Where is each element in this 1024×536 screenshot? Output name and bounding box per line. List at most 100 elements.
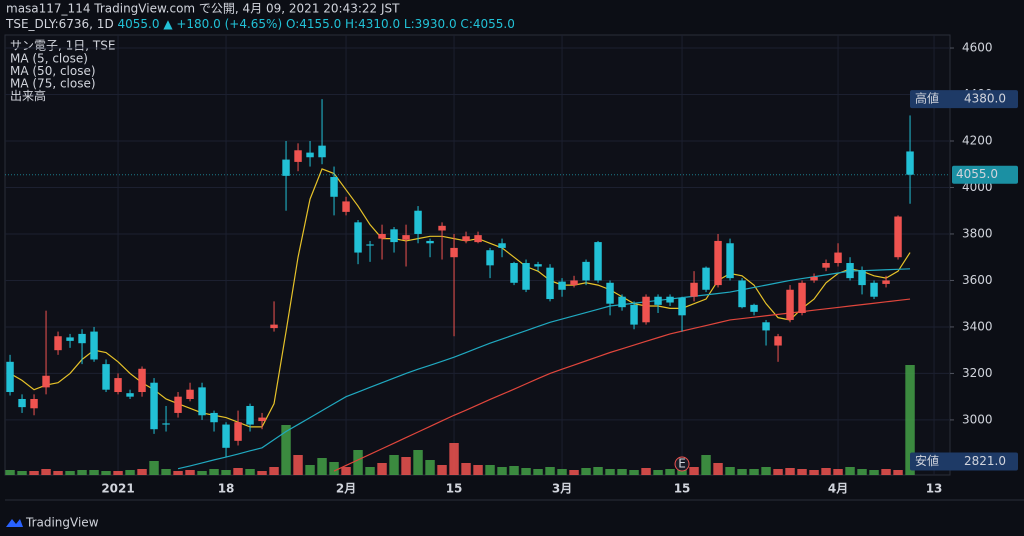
candle-body: [162, 423, 170, 425]
candle-body: [798, 282, 806, 313]
volume-bar: [233, 468, 243, 475]
volume-bar: [257, 471, 267, 475]
volume-bar: [413, 450, 423, 475]
volume-bar: [569, 470, 579, 475]
y-tick-label: 4200: [962, 133, 993, 147]
candle-body: [642, 296, 650, 323]
candle-body: [606, 282, 614, 304]
candle-body: [594, 242, 602, 281]
volume-bar: [821, 468, 831, 475]
volume-bar: [281, 425, 291, 475]
price-tag-label: 安値: [915, 453, 939, 468]
candle-body: [222, 424, 230, 448]
candle-body: [510, 263, 518, 283]
volume-bar: [785, 468, 795, 475]
candle-body: [390, 229, 398, 243]
volume-bar: [845, 467, 855, 475]
candle-body: [534, 264, 542, 267]
volume-bar: [521, 468, 531, 475]
candle-body: [654, 296, 662, 305]
volume-bar: [29, 471, 39, 475]
candle-body: [858, 269, 866, 286]
symbol-line: TSE_DLY:6736, 1D 4055.0 ▲ +180.0 (+4.65%…: [5, 17, 515, 31]
volume-bar: [473, 465, 483, 475]
candle-body: [138, 368, 146, 393]
volume-bar: [461, 463, 471, 475]
x-tick-label: 4月: [828, 482, 848, 496]
y-tick-label: 3200: [962, 366, 993, 380]
ma-line: [177, 268, 911, 470]
volume-bar: [209, 469, 219, 475]
volume-bar: [341, 467, 351, 475]
candle-body: [906, 151, 914, 175]
y-tick-label: 3000: [962, 412, 993, 426]
candle-body: [690, 282, 698, 297]
volume-bar: [773, 469, 783, 475]
candle-body: [822, 263, 830, 268]
candle-body: [846, 263, 854, 279]
volume-bar: [701, 455, 711, 475]
volume-bar: [41, 469, 51, 475]
price-tag-value: 2821.0: [964, 454, 1006, 468]
volume-bar: [389, 455, 399, 475]
volume-bar: [77, 470, 87, 475]
volume-bar: [185, 470, 195, 475]
event-label: E: [678, 457, 686, 471]
candle-body: [342, 201, 350, 212]
price-tag-label: 高値: [915, 91, 939, 106]
candle-body: [450, 247, 458, 258]
candle-body: [330, 177, 338, 197]
volume-bar: [725, 467, 735, 475]
symbol: TSE_DLY:6736, 1D: [5, 17, 114, 31]
volume-bar: [269, 467, 279, 475]
candle-body: [174, 396, 182, 413]
candle-body: [582, 261, 590, 281]
volume-bar: [713, 463, 723, 475]
candle-body: [486, 250, 494, 266]
candle-body: [786, 289, 794, 320]
candle-body: [366, 244, 374, 246]
volume-bar: [245, 469, 255, 475]
candle-body: [198, 387, 206, 416]
volume-bar: [533, 469, 543, 475]
candle-body: [834, 252, 842, 264]
volume-bar: [869, 470, 879, 475]
candle-body: [354, 222, 362, 253]
volume-bar: [329, 462, 339, 475]
candle-body: [750, 304, 758, 312]
candle-body: [558, 281, 566, 290]
x-tick-label: 3月: [552, 482, 572, 496]
volume-bar: [485, 465, 495, 475]
volume-bar: [221, 470, 231, 475]
volume-bar: [137, 469, 147, 475]
volume-bar: [881, 469, 891, 475]
x-tick-label: 2021: [101, 482, 134, 496]
plot-area: [4, 34, 951, 476]
x-tick-label: 13: [926, 482, 943, 496]
candle-body: [114, 378, 122, 393]
candle-body: [870, 282, 878, 297]
candle-body: [882, 280, 890, 284]
volume-bar: [893, 470, 903, 475]
candle-body: [378, 233, 386, 239]
volume-bar: [365, 467, 375, 475]
candle-body: [678, 297, 686, 316]
candle-body: [318, 145, 326, 158]
candle-body: [438, 225, 446, 231]
volume-bar: [449, 443, 459, 475]
volume-bar: [425, 460, 435, 475]
volume-bar: [293, 455, 303, 475]
volume-bar: [89, 470, 99, 475]
candle-body: [702, 267, 710, 290]
candle-body: [666, 296, 674, 303]
candle-body: [894, 216, 902, 258]
candle-body: [618, 296, 626, 308]
candle-body: [522, 263, 530, 290]
price-tag: [910, 452, 1018, 471]
candle-body: [150, 382, 158, 430]
volume-bar: [401, 457, 411, 475]
candle-body: [294, 150, 302, 162]
candle-body: [738, 280, 746, 308]
x-tick-label: 2月: [336, 482, 356, 496]
volume-bar: [65, 471, 75, 475]
